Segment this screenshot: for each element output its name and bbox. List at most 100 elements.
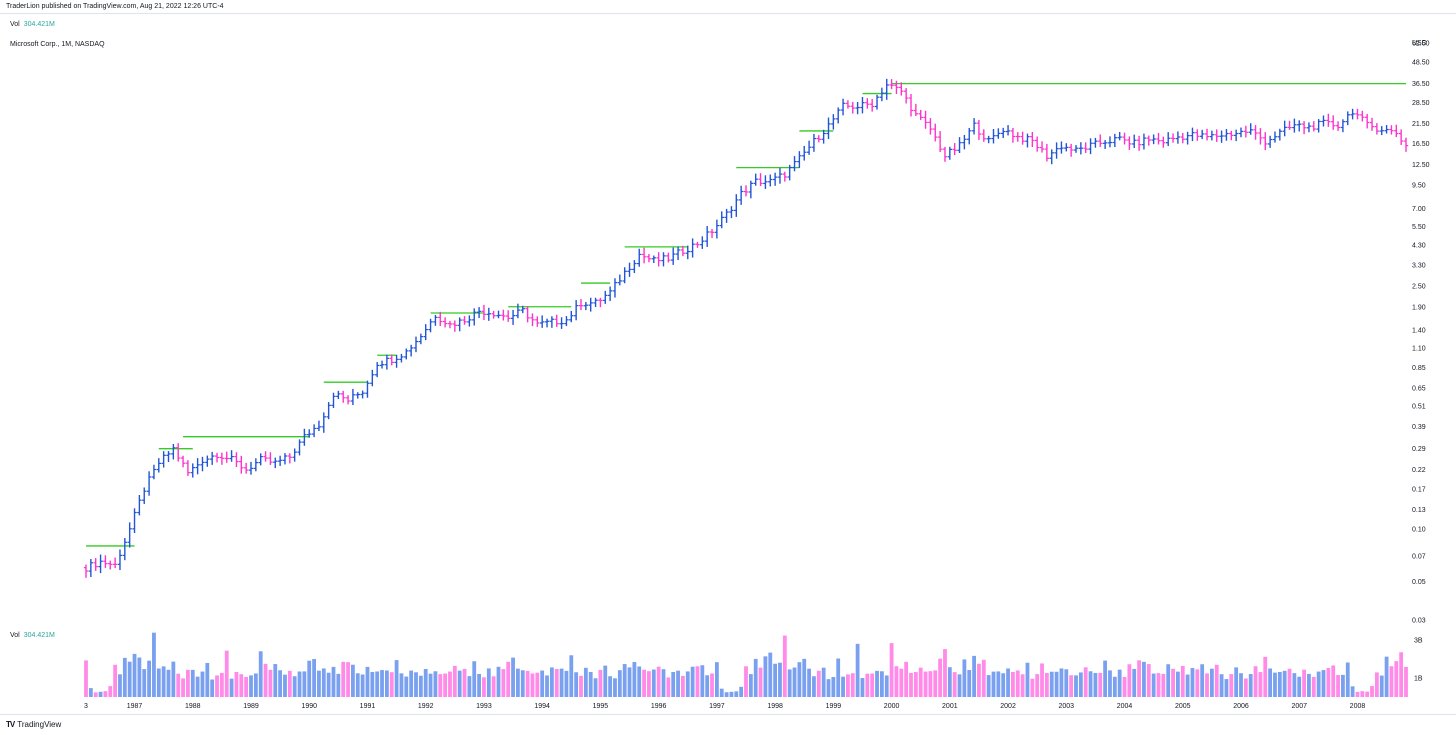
volume-bar xyxy=(666,677,671,697)
ohlc-bar xyxy=(88,559,94,578)
volume-bar xyxy=(317,670,321,697)
volume-bar xyxy=(462,668,467,697)
volume-bar xyxy=(846,674,850,697)
volume-bar xyxy=(690,666,695,697)
ohlc-bar xyxy=(234,452,239,468)
ohlc-bar xyxy=(452,320,458,332)
ohlc-bar xyxy=(700,236,705,249)
volume-bar xyxy=(913,672,918,697)
vol-pane-value: 304.421M xyxy=(23,632,55,639)
volume-bar xyxy=(1069,675,1074,697)
ohlc-bar xyxy=(520,305,525,314)
y-tick-label: 2.50 xyxy=(1412,284,1426,291)
x-tick-label: 1994 xyxy=(534,703,550,710)
volume-bar xyxy=(1209,668,1214,697)
volume-bar xyxy=(1282,670,1287,697)
volume-bar xyxy=(375,671,380,697)
ohlc-bar xyxy=(1151,134,1156,145)
volume-bar xyxy=(384,670,389,697)
volume-bar xyxy=(656,666,661,697)
volume-bar xyxy=(1350,686,1355,697)
volume-bar xyxy=(603,665,608,697)
volume-bar xyxy=(962,659,967,697)
ohlc-bar xyxy=(836,107,841,124)
ohlc-bar xyxy=(787,164,792,181)
ohlc-bar xyxy=(418,333,424,345)
ohlc-bar xyxy=(583,301,589,311)
ohlc-bar xyxy=(685,245,690,260)
x-tick-label: 1991 xyxy=(360,703,376,710)
volume-bar xyxy=(414,672,418,697)
footer: TV TradingView xyxy=(0,714,1456,735)
x-tick-label: 2008 xyxy=(1350,703,1366,710)
volume-bar xyxy=(1049,671,1054,697)
ohlc-bar xyxy=(539,315,545,328)
ohlc-bar xyxy=(146,471,152,496)
ohlc-bar xyxy=(190,463,195,478)
volume-bar xyxy=(477,673,481,697)
volume-bar xyxy=(496,666,501,697)
y-tick-label: 21.50 xyxy=(1412,121,1430,128)
volume-bar xyxy=(472,661,477,697)
footer-brand[interactable]: TradingView xyxy=(17,720,62,729)
ohlc-bar xyxy=(1214,129,1219,142)
ohlc-bar xyxy=(840,98,846,116)
volume-bar xyxy=(1370,686,1374,697)
tradingview-logo-icon[interactable]: TV xyxy=(6,720,15,729)
volume-bar xyxy=(812,676,816,697)
ohlc-bar xyxy=(578,299,584,311)
ohlc-bar xyxy=(797,151,802,168)
volume-bar xyxy=(156,668,161,697)
ohlc-bar xyxy=(117,549,123,571)
ohlc-bar xyxy=(365,380,370,398)
volume-bar xyxy=(617,670,622,697)
ohlc-bar xyxy=(855,101,860,115)
volume-bar xyxy=(239,674,244,697)
volume-legend-top[interactable]: Vol 304.421M xyxy=(10,21,55,28)
ohlc-bar xyxy=(1394,124,1399,138)
ohlc-bar xyxy=(874,94,880,110)
ohlc-bar xyxy=(680,245,686,257)
volume-bar xyxy=(1263,656,1268,697)
volume-bar xyxy=(370,671,375,697)
volume-bar xyxy=(360,674,365,697)
volume-bar xyxy=(511,657,515,697)
x-tick-label: 1989 xyxy=(243,703,259,710)
volume-bar xyxy=(632,661,637,697)
ohlc-bar xyxy=(98,554,103,574)
volume-bar xyxy=(608,676,613,697)
ohlc-bar xyxy=(1379,126,1384,136)
volume-bar xyxy=(545,675,549,697)
volume-bar xyxy=(103,691,108,697)
volume-bar xyxy=(186,669,190,697)
x-tick-label: 1990 xyxy=(301,703,317,710)
ohlc-bar xyxy=(122,538,128,561)
volume-bar xyxy=(1132,668,1137,697)
volume-bar xyxy=(1103,660,1108,697)
volume-bar xyxy=(84,660,88,697)
ohlc-bar xyxy=(462,316,467,325)
volume-bar xyxy=(244,676,249,697)
ohlc-bar xyxy=(93,558,98,571)
volume-pane-legend[interactable]: Vol 304.421M xyxy=(10,632,55,639)
volume-bar xyxy=(1316,671,1321,697)
volume-bar xyxy=(409,670,414,697)
ohlc-bar xyxy=(321,412,326,433)
volume-bar xyxy=(991,671,996,697)
volume-bar xyxy=(676,670,680,697)
ohlc-bar xyxy=(137,495,142,516)
volume-bar xyxy=(297,671,302,697)
volume-bar xyxy=(1185,674,1190,697)
ohlc-bar xyxy=(1156,132,1161,145)
ohlc-bar xyxy=(423,324,428,341)
ohlc-bar xyxy=(374,362,380,378)
volume-bar xyxy=(1093,672,1098,697)
ohlc-bar xyxy=(1195,129,1200,141)
volume-bar xyxy=(326,672,331,697)
ohlc-bar xyxy=(1044,143,1050,162)
volume-bar xyxy=(108,686,113,697)
series-title[interactable]: Microsoft Corp., 1M, NASDAQ xyxy=(10,41,105,48)
volume-bar xyxy=(651,669,656,697)
